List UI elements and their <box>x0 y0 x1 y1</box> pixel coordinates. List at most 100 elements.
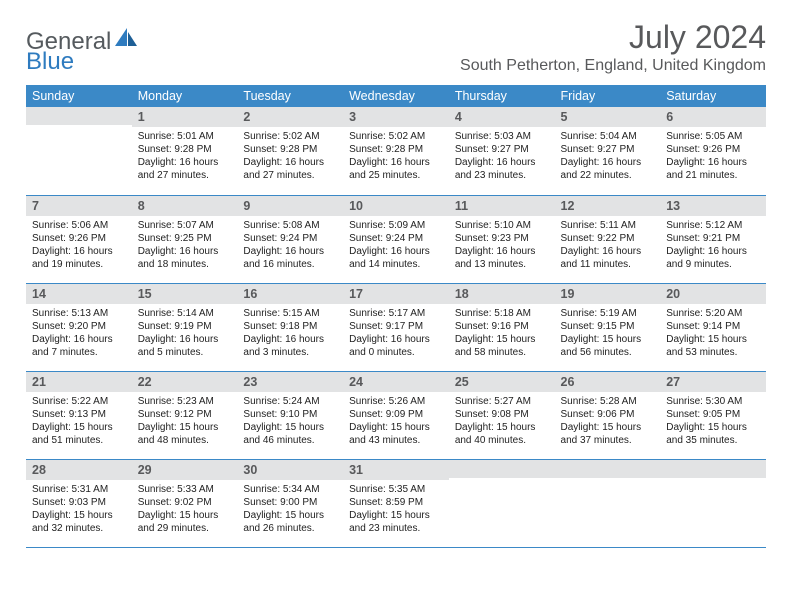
calendar-day-cell: 19Sunrise: 5:19 AMSunset: 9:15 PMDayligh… <box>555 283 661 371</box>
calendar-day-cell: 18Sunrise: 5:18 AMSunset: 9:16 PMDayligh… <box>449 283 555 371</box>
daylight-text: Daylight: 15 hours and 53 minutes. <box>666 333 760 359</box>
daylight-text: Daylight: 15 hours and 48 minutes. <box>138 421 232 447</box>
day-number <box>660 460 766 478</box>
calendar-day-cell: 4Sunrise: 5:03 AMSunset: 9:27 PMDaylight… <box>449 107 555 195</box>
sunrise-text: Sunrise: 5:26 AM <box>349 395 443 408</box>
sunset-text: Sunset: 9:28 PM <box>349 143 443 156</box>
day-number: 19 <box>555 284 661 304</box>
calendar-day-cell: 28Sunrise: 5:31 AMSunset: 9:03 PMDayligh… <box>26 459 132 547</box>
day-content: Sunrise: 5:07 AMSunset: 9:25 PMDaylight:… <box>132 216 238 275</box>
calendar-week-row: 14Sunrise: 5:13 AMSunset: 9:20 PMDayligh… <box>26 283 766 371</box>
sunrise-text: Sunrise: 5:34 AM <box>243 483 337 496</box>
calendar-day-cell: 16Sunrise: 5:15 AMSunset: 9:18 PMDayligh… <box>237 283 343 371</box>
day-content: Sunrise: 5:30 AMSunset: 9:05 PMDaylight:… <box>660 392 766 451</box>
calendar-day-cell: 24Sunrise: 5:26 AMSunset: 9:09 PMDayligh… <box>343 371 449 459</box>
calendar-day-cell: 29Sunrise: 5:33 AMSunset: 9:02 PMDayligh… <box>132 459 238 547</box>
calendar-day-cell: 22Sunrise: 5:23 AMSunset: 9:12 PMDayligh… <box>132 371 238 459</box>
daylight-text: Daylight: 15 hours and 32 minutes. <box>32 509 126 535</box>
sunset-text: Sunset: 9:13 PM <box>32 408 126 421</box>
calendar-table: Sunday Monday Tuesday Wednesday Thursday… <box>26 85 766 548</box>
daylight-text: Daylight: 15 hours and 43 minutes. <box>349 421 443 447</box>
weekday-header: Saturday <box>660 85 766 107</box>
weekday-header-row: Sunday Monday Tuesday Wednesday Thursday… <box>26 85 766 107</box>
day-content: Sunrise: 5:09 AMSunset: 9:24 PMDaylight:… <box>343 216 449 275</box>
daylight-text: Daylight: 15 hours and 56 minutes. <box>561 333 655 359</box>
calendar-day-cell: 1Sunrise: 5:01 AMSunset: 9:28 PMDaylight… <box>132 107 238 195</box>
sunrise-text: Sunrise: 5:04 AM <box>561 130 655 143</box>
sunset-text: Sunset: 9:03 PM <box>32 496 126 509</box>
day-number: 21 <box>26 372 132 392</box>
day-number: 7 <box>26 196 132 216</box>
calendar-week-row: 1Sunrise: 5:01 AMSunset: 9:28 PMDaylight… <box>26 107 766 195</box>
day-content: Sunrise: 5:12 AMSunset: 9:21 PMDaylight:… <box>660 216 766 275</box>
day-content: Sunrise: 5:06 AMSunset: 9:26 PMDaylight:… <box>26 216 132 275</box>
daylight-text: Daylight: 15 hours and 26 minutes. <box>243 509 337 535</box>
day-content: Sunrise: 5:10 AMSunset: 9:23 PMDaylight:… <box>449 216 555 275</box>
sunset-text: Sunset: 9:22 PM <box>561 232 655 245</box>
daylight-text: Daylight: 15 hours and 58 minutes. <box>455 333 549 359</box>
sunrise-text: Sunrise: 5:08 AM <box>243 219 337 232</box>
calendar-day-cell: 7Sunrise: 5:06 AMSunset: 9:26 PMDaylight… <box>26 195 132 283</box>
day-number: 31 <box>343 460 449 480</box>
daylight-text: Daylight: 16 hours and 5 minutes. <box>138 333 232 359</box>
calendar-day-cell: 6Sunrise: 5:05 AMSunset: 9:26 PMDaylight… <box>660 107 766 195</box>
day-number: 20 <box>660 284 766 304</box>
day-number: 9 <box>237 196 343 216</box>
day-number: 29 <box>132 460 238 480</box>
sunset-text: Sunset: 9:26 PM <box>32 232 126 245</box>
day-content: Sunrise: 5:02 AMSunset: 9:28 PMDaylight:… <box>237 127 343 186</box>
calendar-day-cell: 10Sunrise: 5:09 AMSunset: 9:24 PMDayligh… <box>343 195 449 283</box>
calendar-week-row: 21Sunrise: 5:22 AMSunset: 9:13 PMDayligh… <box>26 371 766 459</box>
day-number: 28 <box>26 460 132 480</box>
sunset-text: Sunset: 9:28 PM <box>138 143 232 156</box>
calendar-day-cell: 3Sunrise: 5:02 AMSunset: 9:28 PMDaylight… <box>343 107 449 195</box>
day-content: Sunrise: 5:18 AMSunset: 9:16 PMDaylight:… <box>449 304 555 363</box>
sunset-text: Sunset: 9:21 PM <box>666 232 760 245</box>
calendar-day-cell: 13Sunrise: 5:12 AMSunset: 9:21 PMDayligh… <box>660 195 766 283</box>
calendar-day-cell: 23Sunrise: 5:24 AMSunset: 9:10 PMDayligh… <box>237 371 343 459</box>
sunset-text: Sunset: 9:20 PM <box>32 320 126 333</box>
day-number: 26 <box>555 372 661 392</box>
calendar-day-cell: 21Sunrise: 5:22 AMSunset: 9:13 PMDayligh… <box>26 371 132 459</box>
day-content: Sunrise: 5:08 AMSunset: 9:24 PMDaylight:… <box>237 216 343 275</box>
day-number: 10 <box>343 196 449 216</box>
calendar-day-cell: 20Sunrise: 5:20 AMSunset: 9:14 PMDayligh… <box>660 283 766 371</box>
day-content: Sunrise: 5:27 AMSunset: 9:08 PMDaylight:… <box>449 392 555 451</box>
daylight-text: Daylight: 16 hours and 19 minutes. <box>32 245 126 271</box>
day-content: Sunrise: 5:11 AMSunset: 9:22 PMDaylight:… <box>555 216 661 275</box>
calendar-day-cell: 5Sunrise: 5:04 AMSunset: 9:27 PMDaylight… <box>555 107 661 195</box>
calendar-day-cell <box>660 459 766 547</box>
day-number: 23 <box>237 372 343 392</box>
day-number: 1 <box>132 107 238 127</box>
day-content: Sunrise: 5:19 AMSunset: 9:15 PMDaylight:… <box>555 304 661 363</box>
sunrise-text: Sunrise: 5:20 AM <box>666 307 760 320</box>
day-content: Sunrise: 5:26 AMSunset: 9:09 PMDaylight:… <box>343 392 449 451</box>
sunset-text: Sunset: 9:28 PM <box>243 143 337 156</box>
day-number: 14 <box>26 284 132 304</box>
day-number <box>449 460 555 478</box>
calendar-day-cell <box>555 459 661 547</box>
calendar-week-row: 28Sunrise: 5:31 AMSunset: 9:03 PMDayligh… <box>26 459 766 547</box>
sunset-text: Sunset: 9:19 PM <box>138 320 232 333</box>
sunset-text: Sunset: 9:23 PM <box>455 232 549 245</box>
daylight-text: Daylight: 16 hours and 9 minutes. <box>666 245 760 271</box>
calendar-day-cell: 2Sunrise: 5:02 AMSunset: 9:28 PMDaylight… <box>237 107 343 195</box>
calendar-day-cell: 15Sunrise: 5:14 AMSunset: 9:19 PMDayligh… <box>132 283 238 371</box>
day-number: 12 <box>555 196 661 216</box>
sunset-text: Sunset: 9:24 PM <box>243 232 337 245</box>
sunset-text: Sunset: 9:27 PM <box>455 143 549 156</box>
sunrise-text: Sunrise: 5:19 AM <box>561 307 655 320</box>
sunset-text: Sunset: 9:25 PM <box>138 232 232 245</box>
daylight-text: Daylight: 16 hours and 0 minutes. <box>349 333 443 359</box>
day-number: 11 <box>449 196 555 216</box>
sunrise-text: Sunrise: 5:17 AM <box>349 307 443 320</box>
day-content: Sunrise: 5:20 AMSunset: 9:14 PMDaylight:… <box>660 304 766 363</box>
daylight-text: Daylight: 15 hours and 51 minutes. <box>32 421 126 447</box>
day-content: Sunrise: 5:15 AMSunset: 9:18 PMDaylight:… <box>237 304 343 363</box>
calendar-week-row: 7Sunrise: 5:06 AMSunset: 9:26 PMDaylight… <box>26 195 766 283</box>
day-number: 22 <box>132 372 238 392</box>
sunset-text: Sunset: 9:14 PM <box>666 320 760 333</box>
day-content: Sunrise: 5:24 AMSunset: 9:10 PMDaylight:… <box>237 392 343 451</box>
weekday-header: Thursday <box>449 85 555 107</box>
daylight-text: Daylight: 15 hours and 40 minutes. <box>455 421 549 447</box>
